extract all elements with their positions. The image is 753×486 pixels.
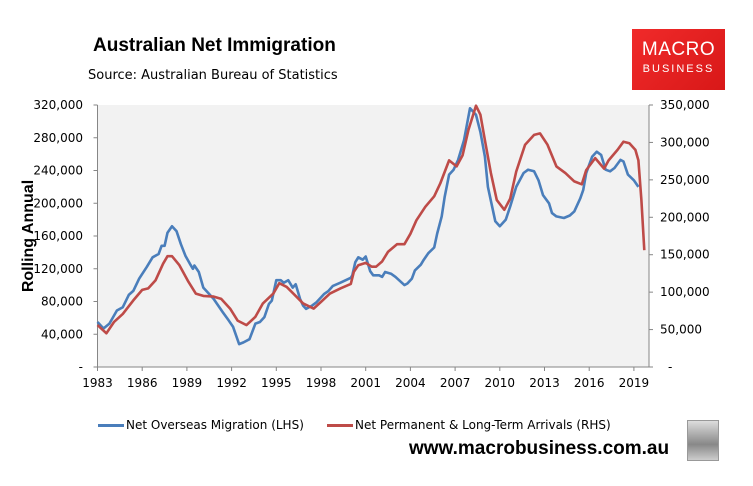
- x-tick-label: 2019: [619, 376, 650, 390]
- x-tick-label: 2001: [350, 376, 381, 390]
- x-tick-label: 2007: [440, 376, 471, 390]
- right-tick-label: 300,000: [660, 135, 710, 149]
- x-tick-label: 1983: [82, 376, 113, 390]
- left-tick-label: 280,000: [33, 131, 83, 145]
- legend-item-red: Net Permanent & Long-Term Arrivals (RHS): [327, 418, 611, 432]
- website-url: www.macrobusiness.com.au: [409, 438, 670, 459]
- right-tick-label: 100,000: [660, 285, 710, 299]
- series-line-red: [96, 104, 646, 335]
- left-tick-label: 40,000: [41, 327, 83, 341]
- chart-source: Source: Australian Bureau of Statistics: [88, 68, 338, 83]
- macrobusiness-logo: MACRO BUSINESS: [632, 29, 725, 90]
- left-tick-label: 80,000: [41, 295, 83, 309]
- x-tick-label: 1998: [306, 376, 337, 390]
- chart-title: Australian Net Immigration: [93, 35, 336, 56]
- legend-label-blue: Net Overseas Migration (LHS): [126, 418, 304, 432]
- legend-label-red: Net Permanent & Long-Term Arrivals (RHS): [355, 418, 611, 432]
- left-tick-label: 120,000: [33, 262, 83, 276]
- x-tick-label: 1992: [216, 376, 247, 390]
- legend-swatch-blue: [98, 423, 124, 427]
- x-tick-label: 1989: [172, 376, 203, 390]
- right-tick-label: 200,000: [660, 210, 710, 224]
- left-tick-label: 240,000: [33, 164, 83, 178]
- right-tick-label: -: [668, 360, 672, 374]
- x-tick-label: 1986: [127, 376, 158, 390]
- left-tick-label: 160,000: [33, 229, 83, 243]
- legend-swatch-red: [327, 423, 353, 427]
- x-tick-label: 1995: [261, 376, 292, 390]
- x-tick-label: 2013: [529, 376, 560, 390]
- left-tick-label: -: [79, 360, 83, 374]
- legend-item-blue: Net Overseas Migration (LHS): [98, 418, 304, 432]
- left-tick-label: 320,000: [33, 98, 83, 112]
- logo-line2: BUSINESS: [642, 63, 715, 75]
- right-tick-label: 250,000: [660, 173, 710, 187]
- logo-line1: MACRO: [641, 39, 716, 60]
- left-tick-label: 200,000: [33, 196, 83, 210]
- x-tick-label: 2004: [395, 376, 426, 390]
- x-tick-label: 2016: [574, 376, 605, 390]
- right-tick-label: 350,000: [660, 98, 710, 112]
- right-tick-label: 50,000: [660, 323, 702, 337]
- x-tick-label: 2010: [485, 376, 516, 390]
- right-tick-label: 150,000: [660, 248, 710, 262]
- y-axis-label: Rolling Annual: [20, 180, 37, 292]
- plot-area: [97, 105, 649, 367]
- wolf-logo-icon: [687, 420, 719, 461]
